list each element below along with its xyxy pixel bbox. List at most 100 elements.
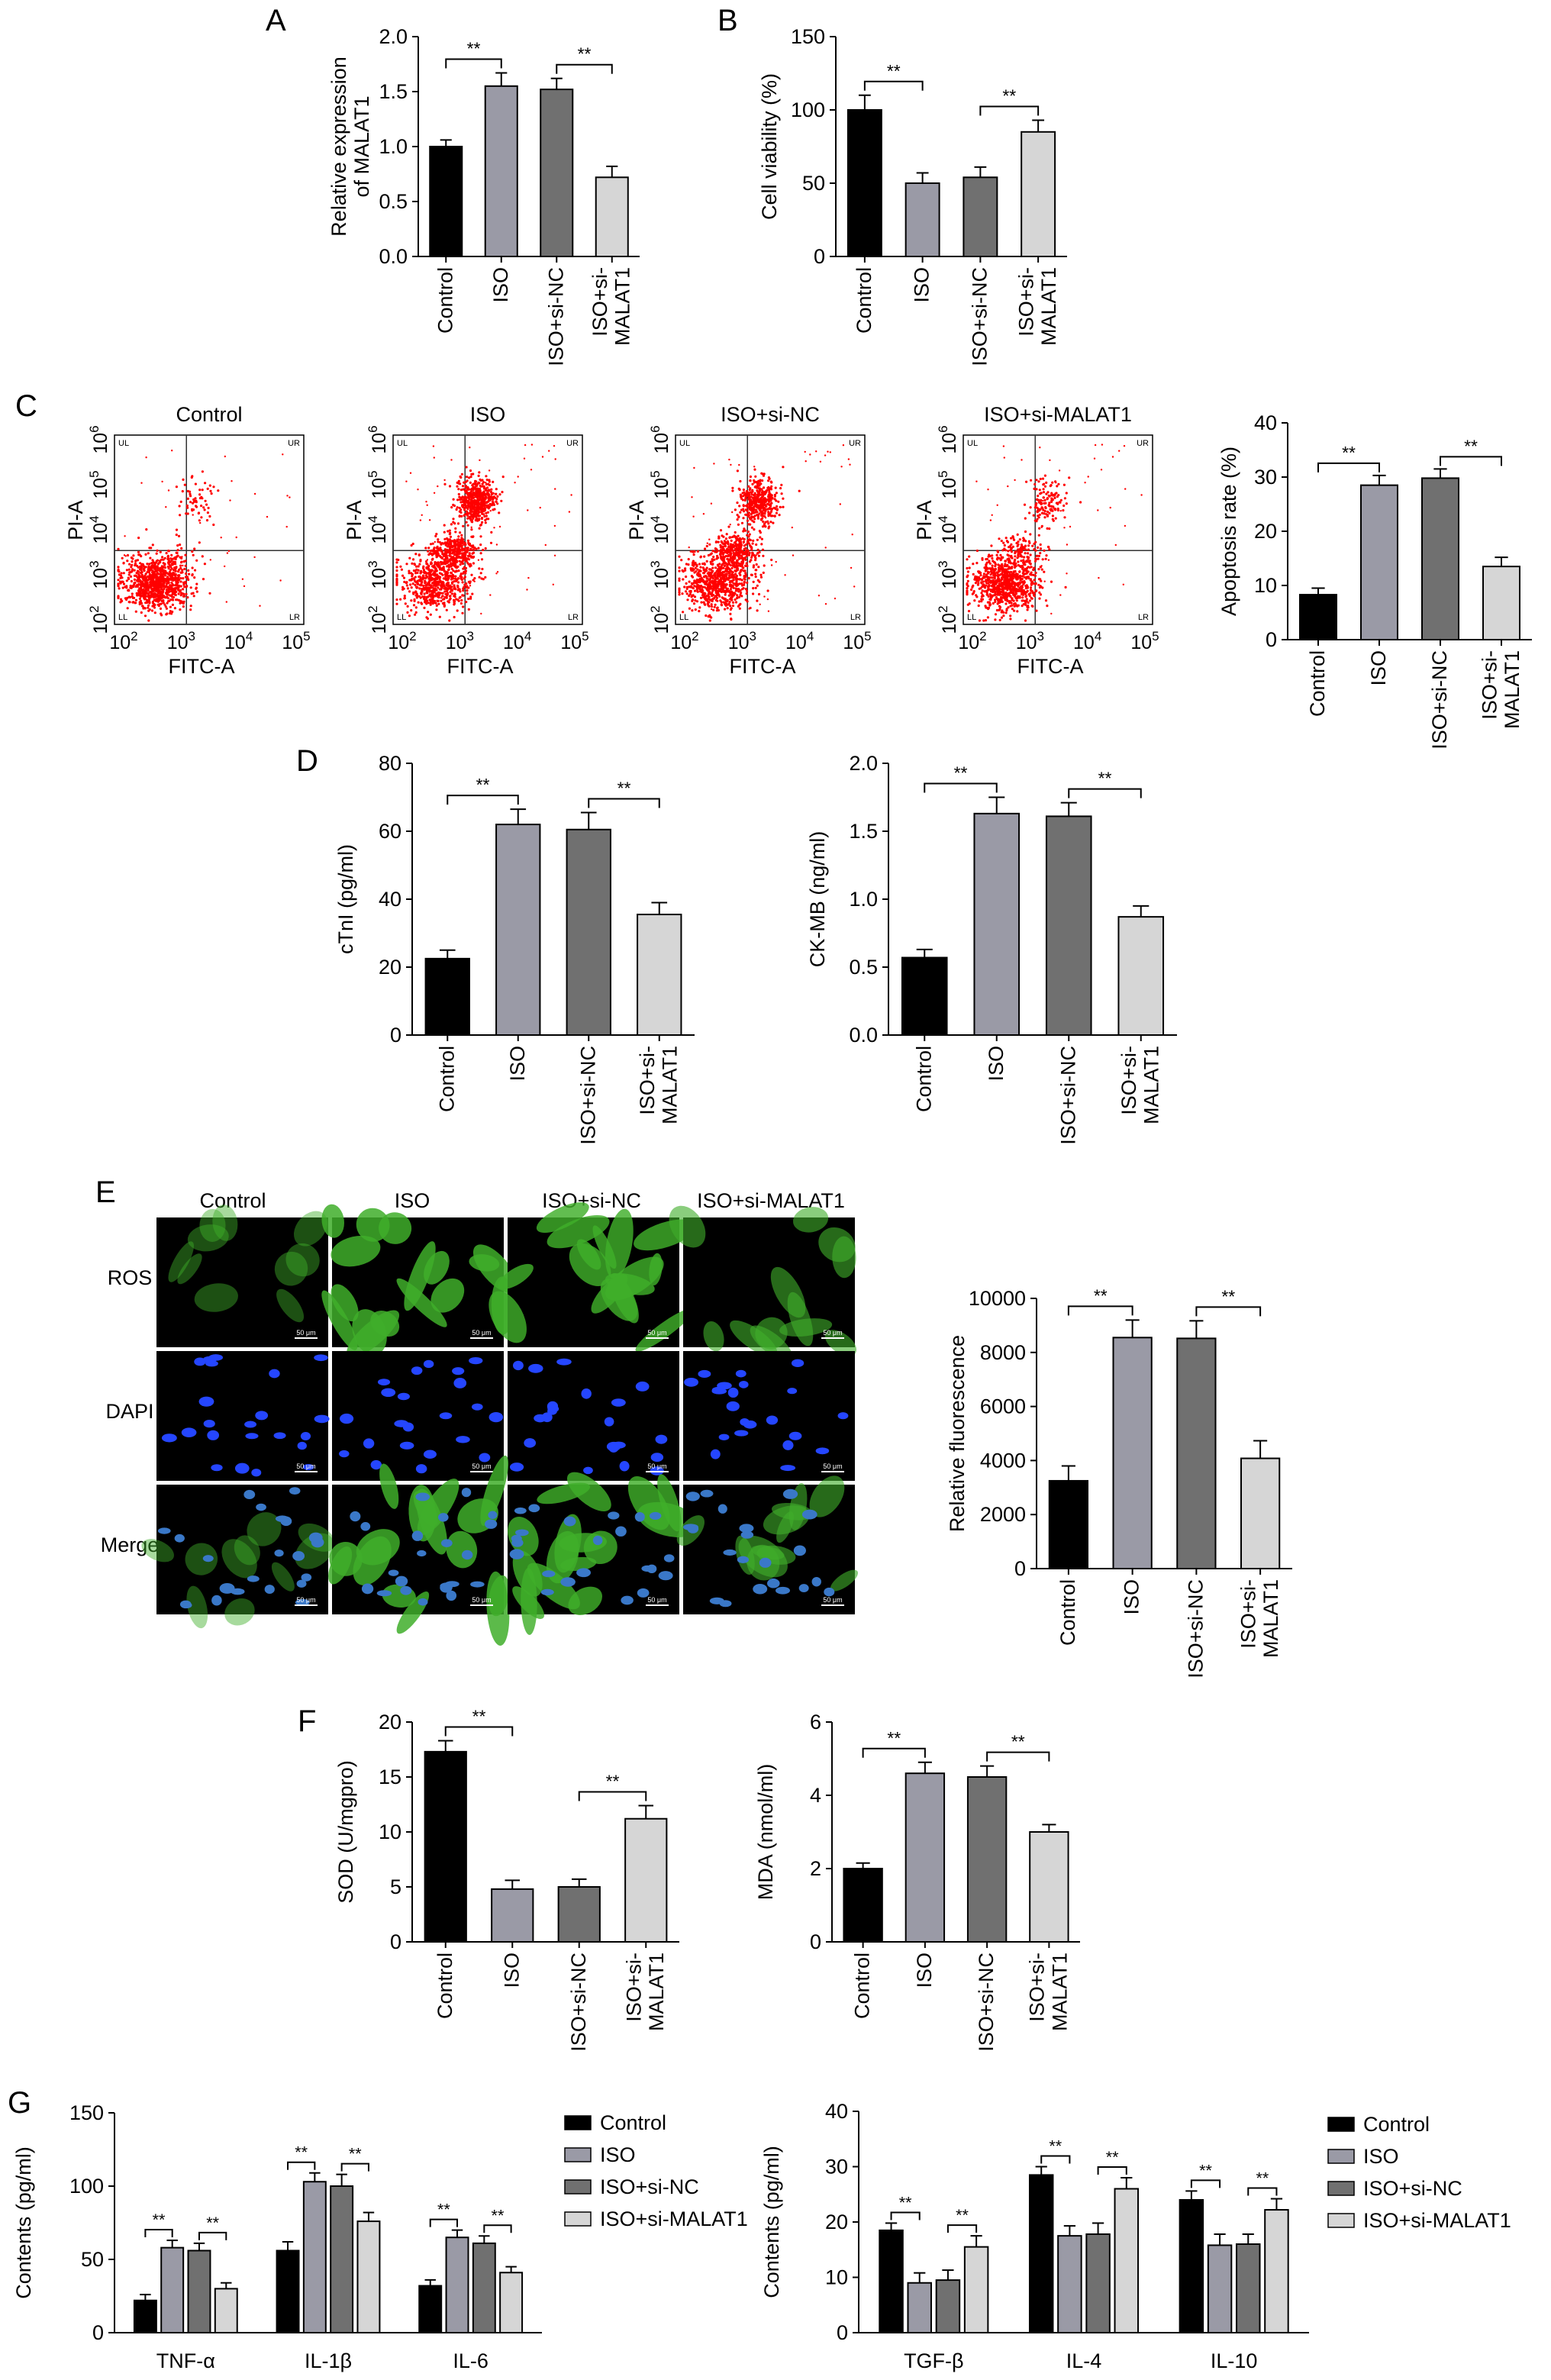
flow-event <box>430 595 433 598</box>
flow-event <box>143 598 147 601</box>
flow-event <box>749 479 752 482</box>
flow-event <box>724 541 727 544</box>
flow-event <box>1035 609 1038 612</box>
flow-event <box>198 519 201 522</box>
flow-event <box>483 504 486 507</box>
flow-event <box>464 566 468 570</box>
flow-event <box>839 503 842 505</box>
flow-event <box>1011 608 1014 611</box>
flow-event <box>763 492 766 496</box>
flow-event <box>431 553 435 556</box>
flow-event <box>143 569 146 572</box>
bar-1 <box>429 146 463 257</box>
flow-event <box>459 572 463 576</box>
flow-event <box>489 594 492 596</box>
flow-event <box>131 568 134 571</box>
flow-event <box>729 593 732 596</box>
flow-event <box>456 556 459 559</box>
flow-event <box>476 506 480 509</box>
flow-event <box>824 454 827 456</box>
flow-event <box>819 460 822 463</box>
flow-event <box>169 565 173 569</box>
flow-event <box>756 517 760 520</box>
flow-event <box>427 601 430 605</box>
flow-event <box>479 459 481 462</box>
flow-event <box>125 569 128 572</box>
flow-event <box>441 550 444 553</box>
flow-event <box>466 476 469 479</box>
flow-event <box>756 579 759 582</box>
flow-event <box>759 536 762 539</box>
flow-event <box>153 567 156 570</box>
flow-event <box>449 591 452 594</box>
flow-event <box>726 577 729 580</box>
flow-event <box>554 488 556 490</box>
flow-event <box>474 507 478 510</box>
flow-event <box>752 587 755 590</box>
flow-event <box>134 610 137 613</box>
flow-x-tick: 103 <box>167 629 195 653</box>
flow-y-tick: 102 <box>648 605 672 634</box>
flow-event <box>479 552 482 555</box>
flow-event <box>471 495 474 498</box>
flow-event <box>466 511 469 514</box>
flow-event <box>444 588 447 591</box>
flow-event <box>481 509 484 513</box>
flow-y-tick-exp: 6 <box>648 425 663 432</box>
flow-event <box>478 514 482 518</box>
flow-event <box>440 556 442 559</box>
flow-y-tick-base: 10 <box>651 613 672 634</box>
flow-event <box>433 547 436 550</box>
flow-event <box>140 605 144 608</box>
flow-event <box>481 567 484 571</box>
flow-event <box>195 582 198 585</box>
flow-event <box>438 578 441 581</box>
flow-event <box>155 552 158 555</box>
flow-event <box>130 579 133 583</box>
flow-x-tick-base: 10 <box>560 632 582 653</box>
flow-event <box>453 593 456 596</box>
flow-event <box>746 531 750 534</box>
flow-event <box>455 508 458 511</box>
flow-event <box>682 611 685 614</box>
flow-event <box>979 574 982 577</box>
x-tick-label: Control <box>853 267 875 334</box>
flow-y-tick-exp: 2 <box>366 605 380 612</box>
flow-event <box>718 589 722 592</box>
flow-event <box>453 603 456 606</box>
flow-event <box>448 485 452 488</box>
flow-event <box>145 456 147 459</box>
flow-event <box>437 547 440 550</box>
flow-event <box>745 589 749 592</box>
flow-event <box>183 483 186 486</box>
flow-event <box>440 599 443 602</box>
flow-event <box>804 450 806 453</box>
flow-event <box>140 585 143 589</box>
flow-event <box>740 495 743 498</box>
flow-event <box>770 485 773 488</box>
flow-event <box>749 505 753 508</box>
flow-y-tick-base: 10 <box>90 433 111 454</box>
flow-event <box>462 488 465 491</box>
flow-event <box>731 486 734 489</box>
flow-event <box>445 608 448 611</box>
flow-event <box>479 484 482 488</box>
flow-event <box>690 582 694 585</box>
flow-event <box>746 519 750 522</box>
flow-event <box>458 506 461 510</box>
flow-event <box>243 585 246 588</box>
flow-event <box>707 615 710 618</box>
flow-event <box>739 589 742 592</box>
flow-event <box>421 566 425 569</box>
flow-event <box>470 573 473 576</box>
y-axis-label-line: Relative expression <box>327 56 350 237</box>
flow-event <box>737 605 740 608</box>
flow-event <box>754 559 757 562</box>
flow-x-tick-exp: 4 <box>246 629 253 643</box>
flow-y-tick: 106 <box>366 425 390 453</box>
flow-event <box>746 540 750 544</box>
flow-event <box>406 587 410 590</box>
flow-event <box>710 603 713 606</box>
flow-event <box>1050 580 1053 583</box>
y-tick-label: 0.0 <box>379 245 408 268</box>
